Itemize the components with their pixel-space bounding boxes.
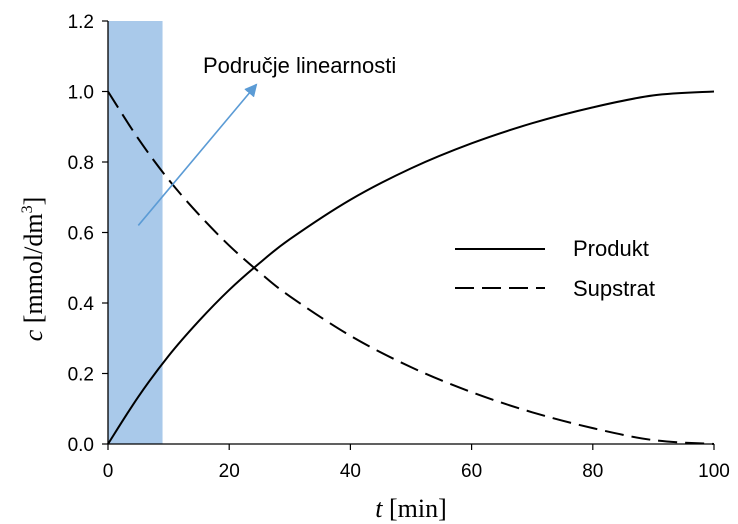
highlight-region [108, 21, 163, 444]
axes [107, 21, 714, 445]
legend: Produkt Supstrat [455, 236, 655, 301]
y-axis-label: c [mmol/dm3] [19, 197, 48, 342]
series-line-supstrat [107, 90, 715, 445]
ticks: 0 20 40 60 80 100 0.0 0.2 0.4 0.6 0.8 1.0 1.2 [68, 12, 730, 482]
x-tick-label: 60 [461, 461, 482, 482]
y-tick-label: 1.2 [68, 12, 94, 33]
legend-label-supstrat: Supstrat [573, 276, 655, 301]
y-tick-label: 0.8 [68, 153, 94, 174]
annotation-text: Područje linearnosti [203, 53, 396, 78]
legend-label-produkt: Produkt [573, 236, 649, 261]
x-tick-label: 0 [103, 461, 114, 482]
x-tick-label: 80 [582, 461, 603, 482]
y-tick-label: 0.0 [68, 435, 94, 456]
y-tick-label: 0.6 [68, 224, 94, 245]
y-tick-label: 0.2 [68, 365, 94, 386]
series-line-produkt [107, 90, 715, 445]
y-tick-label: 0.4 [68, 294, 95, 315]
y-tick-label: 1.0 [68, 83, 94, 104]
annotation-arrow [137, 83, 258, 226]
series-layer [107, 90, 715, 445]
x-axis-label: t [min] [375, 494, 447, 523]
x-tick-label: 20 [219, 461, 240, 482]
x-tick-label: 40 [340, 461, 361, 482]
x-tick-label: 100 [698, 461, 730, 482]
